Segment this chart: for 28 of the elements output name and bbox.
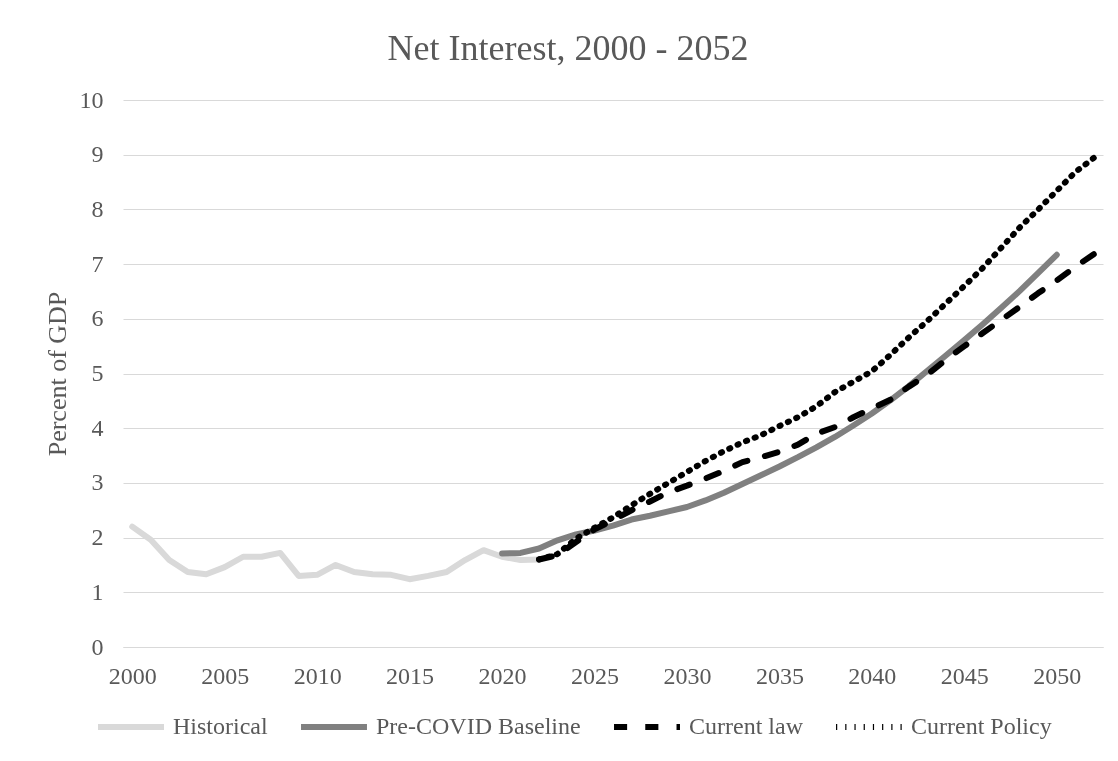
y-tick-label: 6 [91, 305, 104, 332]
x-tick-label: 2050 [1033, 662, 1082, 689]
y-tick-label: 3 [91, 469, 104, 496]
x-tick-label: 2035 [755, 662, 804, 689]
y-tick-label: 10 [79, 86, 104, 113]
x-tick-label: 2005 [201, 662, 250, 689]
chart-title: Net Interest, 2000 - 2052 [387, 28, 749, 68]
x-tick-label: 2000 [108, 662, 157, 689]
y-tick-label: 1 [91, 578, 104, 605]
x-tick-label: 2040 [848, 662, 897, 689]
legend-label: Current law [689, 713, 804, 739]
y-tick-label: 7 [91, 250, 104, 277]
legend-label: Historical [173, 713, 268, 739]
x-tick-label: 2010 [293, 662, 342, 689]
x-tick-label: 2025 [571, 662, 620, 689]
x-tick-label: 2045 [940, 662, 989, 689]
legend-label: Pre-COVID Baseline [376, 713, 581, 739]
y-tick-label: 0 [91, 633, 104, 660]
y-tick-label: 4 [91, 414, 104, 441]
x-tick-label: 2015 [386, 662, 435, 689]
y-tick-label: 8 [91, 195, 104, 222]
legend-label: Current Policy [911, 713, 1052, 739]
y-tick-label: 9 [91, 141, 104, 168]
y-tick-label: 2 [91, 524, 104, 551]
x-tick-label: 2030 [663, 662, 712, 689]
y-axis-title: Percent of GDP [42, 291, 72, 457]
y-tick-label: 5 [91, 360, 104, 386]
x-tick-label: 2020 [478, 662, 527, 689]
